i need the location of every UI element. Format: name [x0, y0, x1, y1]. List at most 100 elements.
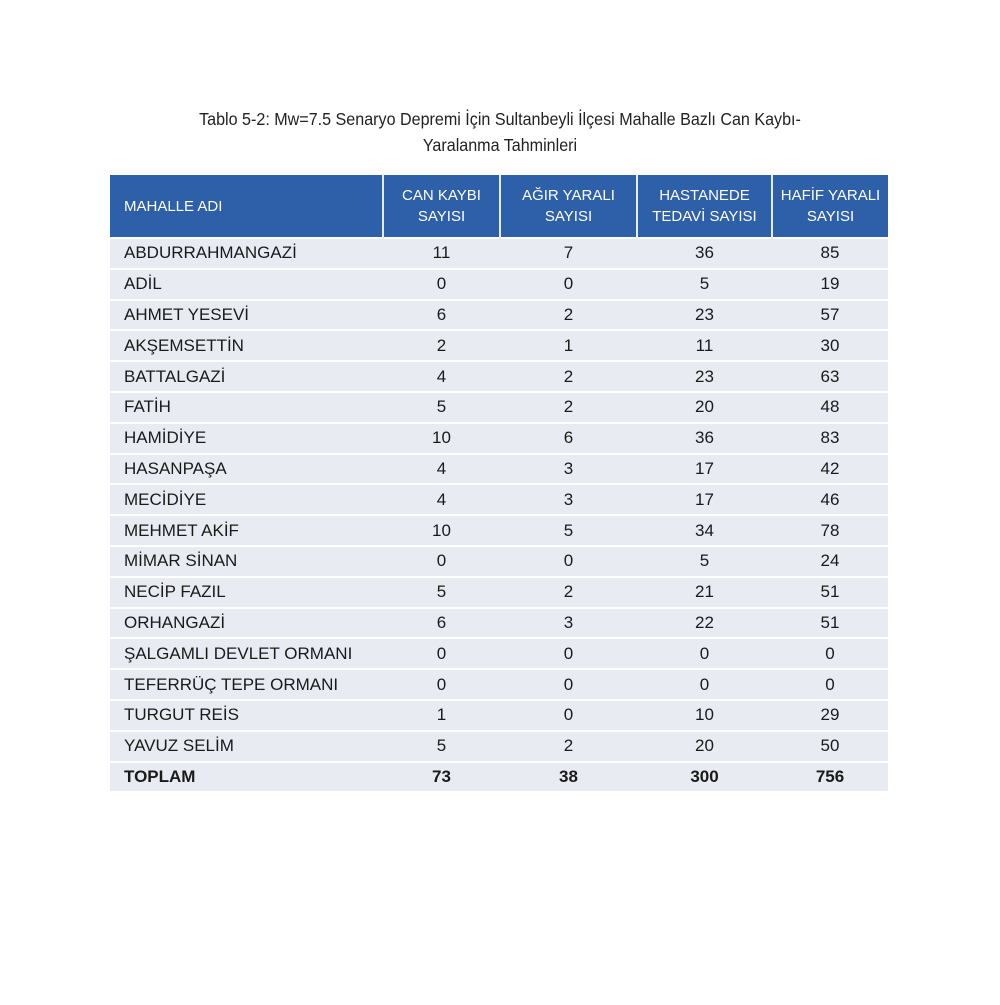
agir-yarali-cell: 2 — [500, 360, 637, 392]
hastanede-cell: 5 — [637, 544, 772, 577]
agir-yarali-cell: 2 — [500, 298, 637, 331]
table-row: ORHANGAZİ 6 3 22 51 — [110, 606, 888, 639]
table-row: BATTALGAZİ 4 2 23 63 — [110, 360, 888, 392]
mahalle-name: ADİL — [110, 267, 383, 300]
hafif-yarali-cell: 30 — [772, 329, 888, 362]
hastanede-cell: 10 — [637, 698, 772, 731]
mahalle-name: TEFERRÜÇ TEPE ORMANI — [110, 668, 383, 700]
hastanede-cell: 23 — [637, 298, 772, 331]
can-kaybi-cell: 6 — [383, 298, 500, 331]
header-agir-yarali: AĞIR YARALI SAYISI — [500, 175, 638, 238]
hafif-yarali-cell: 63 — [772, 360, 888, 392]
can-kaybi-cell: 10 — [383, 514, 500, 546]
hafif-yarali-cell: 48 — [772, 390, 888, 423]
hastanede-cell: 34 — [637, 514, 772, 546]
mahalle-name: MİMAR SİNAN — [110, 544, 383, 577]
agir-yarali-cell: 0 — [500, 637, 637, 670]
table-row: MEHMET AKİF 10 5 34 78 — [110, 514, 888, 546]
hafif-yarali-cell: 57 — [772, 298, 888, 331]
agir-yarali-cell: 3 — [500, 606, 637, 639]
mahalle-name: HAMİDİYE — [110, 421, 383, 454]
hafif-yarali-cell: 0 — [772, 637, 888, 670]
mahalle-name: ORHANGAZİ — [110, 606, 383, 639]
hastanede-cell: 21 — [637, 575, 772, 608]
hafif-yarali-cell: 51 — [772, 575, 888, 608]
table-row: NECİP FAZIL 5 2 21 51 — [110, 575, 888, 608]
table-caption: Tablo 5-2: Mw=7.5 Senaryo Depremi İçin S… — [40, 106, 960, 158]
header-hafif-yarali: HAFİF YARALI SAYISI — [772, 175, 888, 238]
hafif-yarali-cell: 29 — [772, 698, 888, 731]
total-mahalle-name: TOPLAM — [110, 760, 383, 792]
hastanede-cell: 0 — [637, 668, 772, 700]
agir-yarali-cell: 5 — [500, 514, 637, 546]
mahalle-name: MECİDİYE — [110, 483, 383, 516]
header-can-kaybi: CAN KAYBI SAYISI — [383, 175, 501, 238]
table-row: HASANPAŞA 4 3 17 42 — [110, 452, 888, 485]
can-kaybi-cell: 0 — [383, 267, 500, 300]
can-kaybi-cell: 0 — [383, 668, 500, 700]
hafif-yarali-cell: 78 — [772, 514, 888, 546]
mahalle-name: NECİP FAZIL — [110, 575, 383, 608]
agir-yarali-cell: 2 — [500, 729, 637, 762]
table-row: HAMİDİYE 10 6 36 83 — [110, 421, 888, 454]
table-row: MECİDİYE 4 3 17 46 — [110, 483, 888, 516]
hastanede-cell: 20 — [637, 729, 772, 762]
table-row: AKŞEMSETTİN 2 1 11 30 — [110, 329, 888, 362]
hastanede-cell: 0 — [637, 637, 772, 670]
hafif-yarali-cell: 85 — [772, 237, 888, 269]
can-kaybi-cell: 4 — [383, 360, 500, 392]
agir-yarali-cell: 0 — [500, 544, 637, 577]
total-agir-yarali-cell: 38 — [500, 760, 637, 792]
agir-yarali-cell: 2 — [500, 390, 637, 423]
hafif-yarali-cell: 24 — [772, 544, 888, 577]
can-kaybi-cell: 5 — [383, 575, 500, 608]
agir-yarali-cell: 3 — [500, 452, 637, 485]
agir-yarali-cell: 1 — [500, 329, 637, 362]
agir-yarali-cell: 0 — [500, 668, 637, 700]
hastanede-cell: 11 — [637, 329, 772, 362]
table-row: TURGUT REİS 1 0 10 29 — [110, 698, 888, 731]
agir-yarali-cell: 0 — [500, 267, 637, 300]
mahalle-name: AHMET YESEVİ — [110, 298, 383, 331]
hastanede-cell: 36 — [637, 421, 772, 454]
mahalle-name: ŞALGAMLI DEVLET ORMANI — [110, 637, 383, 670]
total-can-kaybi-cell: 73 — [383, 760, 500, 792]
mahalle-name: AKŞEMSETTİN — [110, 329, 383, 362]
hafif-yarali-cell: 19 — [772, 267, 888, 300]
total-hafif-yarali-cell: 756 — [772, 760, 888, 792]
hafif-yarali-cell: 46 — [772, 483, 888, 516]
agir-yarali-cell: 6 — [500, 421, 637, 454]
caption-line-2: Yaralanma Tahminleri — [422, 135, 578, 155]
mahalle-name: TURGUT REİS — [110, 698, 383, 731]
table-row: ŞALGAMLI DEVLET ORMANI 0 0 0 0 — [110, 637, 888, 670]
can-kaybi-cell: 4 — [383, 452, 500, 485]
agir-yarali-cell: 2 — [500, 575, 637, 608]
can-kaybi-cell: 2 — [383, 329, 500, 362]
hafif-yarali-cell: 50 — [772, 729, 888, 762]
table-row: AHMET YESEVİ 6 2 23 57 — [110, 298, 888, 331]
table-row: TEFERRÜÇ TEPE ORMANI 0 0 0 0 — [110, 668, 888, 700]
agir-yarali-cell: 0 — [500, 698, 637, 731]
mahalle-name: ABDURRAHMANGAZİ — [110, 237, 383, 269]
hastanede-cell: 20 — [637, 390, 772, 423]
agir-yarali-cell: 7 — [500, 237, 637, 269]
mahalle-name: BATTALGAZİ — [110, 360, 383, 392]
can-kaybi-cell: 6 — [383, 606, 500, 639]
table-row: MİMAR SİNAN 0 0 5 24 — [110, 544, 888, 577]
total-hastanede-cell: 300 — [637, 760, 772, 792]
hastanede-cell: 17 — [637, 452, 772, 485]
mahalle-name: MEHMET AKİF — [110, 514, 383, 546]
agir-yarali-cell: 3 — [500, 483, 637, 516]
casualty-table: MAHALLE ADI CAN KAYBI SAYISI AĞIR YARALI S… — [110, 175, 888, 792]
can-kaybi-cell: 0 — [383, 637, 500, 670]
hastanede-cell: 23 — [637, 360, 772, 392]
header-row: MAHALLE ADI CAN KAYBI SAYISI AĞIR YARALI S… — [110, 175, 888, 238]
can-kaybi-cell: 5 — [383, 390, 500, 423]
header-name: MAHALLE ADI — [110, 175, 384, 238]
mahalle-name: HASANPAŞA — [110, 452, 383, 485]
hastanede-cell: 22 — [637, 606, 772, 639]
can-kaybi-cell: 10 — [383, 421, 500, 454]
hafif-yarali-cell: 51 — [772, 606, 888, 639]
hastanede-cell: 5 — [637, 267, 772, 300]
table-row: FATİH 5 2 20 48 — [110, 390, 888, 423]
